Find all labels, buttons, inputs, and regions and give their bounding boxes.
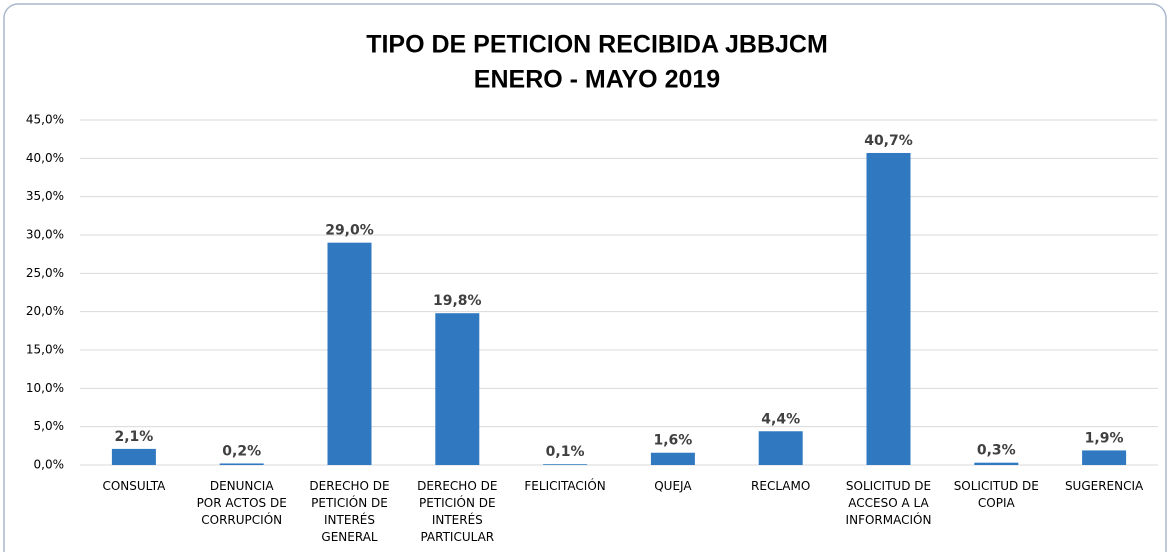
y-tick-label: 0,0% xyxy=(34,458,65,472)
x-tick-label-line: DERECHO DE xyxy=(309,479,389,493)
x-tick-label-line: CONSULTA xyxy=(102,479,166,493)
x-tick-label-line: QUEJA xyxy=(654,479,692,493)
chart-subtitle: ENERO - MAYO 2019 xyxy=(474,66,720,94)
x-tick-label-line: COPIA xyxy=(978,496,1016,510)
x-tick-label-line: ACCESO A LA xyxy=(848,496,929,510)
x-tick-label-line: RECLAMO xyxy=(751,479,810,493)
bar xyxy=(543,464,588,465)
y-tick-label: 5,0% xyxy=(34,419,65,433)
x-tick-label-line: GENERAL xyxy=(321,530,378,544)
data-label: 4,4% xyxy=(761,411,800,427)
y-tick-label: 35,0% xyxy=(26,189,64,203)
y-tick-label: 15,0% xyxy=(26,343,64,357)
x-tick-label: SOLICITUD DE COPIA xyxy=(954,479,1039,510)
x-tick-label-line: INTERÉS xyxy=(432,512,483,527)
x-tick-label: DERECHO DE PETICIÓN DE INTERÉS PARTICULAR xyxy=(417,479,497,544)
x-tick-label-line: DERECHO DE xyxy=(417,479,497,493)
x-tick-label: RECLAMO xyxy=(751,479,810,493)
data-label: 0,3% xyxy=(977,443,1016,459)
y-tick-label: 30,0% xyxy=(26,228,64,242)
x-tick-label-line: INFORMACIÓN xyxy=(846,512,932,527)
bar xyxy=(111,448,156,465)
data-label: 29,0% xyxy=(325,223,374,239)
data-label: 0,2% xyxy=(222,443,261,459)
bar xyxy=(327,242,372,465)
data-label: 40,7% xyxy=(864,133,913,149)
x-tick-label: CONSULTA xyxy=(102,479,166,493)
x-tick-label-line: PETICIÓN DE xyxy=(419,495,496,510)
data-label: 2,1% xyxy=(114,429,153,445)
bar xyxy=(974,462,1019,465)
x-tick-label-line: CORRUPCIÓN xyxy=(201,512,282,527)
bar xyxy=(219,463,264,465)
x-tick-label: DERECHO DE PETICIÓN DE INTERÉS GENERAL xyxy=(309,479,389,544)
data-label: 1,9% xyxy=(1085,430,1124,446)
x-tick-label-line: FELICITACIÓN xyxy=(524,478,605,493)
x-tick-label-line: POR ACTOS DE xyxy=(197,496,287,510)
data-label: 19,8% xyxy=(433,293,482,309)
data-label: 0,1% xyxy=(546,444,585,460)
bar xyxy=(758,431,803,465)
x-tick-label: SUGERENCIA xyxy=(1065,479,1144,493)
bar xyxy=(435,313,480,465)
y-tick-label: 10,0% xyxy=(26,381,64,395)
x-tick-label-line: SOLICITUD DE xyxy=(846,479,931,493)
x-tick-label-line: DENUNCIA xyxy=(210,479,274,493)
x-tick-label: FELICITACIÓN xyxy=(524,478,605,493)
x-tick-label-line: SUGERENCIA xyxy=(1065,479,1144,493)
y-tick-label: 45,0% xyxy=(26,113,64,127)
bar xyxy=(1082,450,1127,465)
data-label: 1,6% xyxy=(653,433,692,449)
x-tick-label-line: PARTICULAR xyxy=(420,530,494,544)
x-tick-label-line: INTERÉS xyxy=(324,512,375,527)
y-tick-label: 40,0% xyxy=(26,151,64,165)
x-tick-label: QUEJA xyxy=(654,479,692,493)
y-tick-label: 20,0% xyxy=(26,304,64,318)
x-tick-label-line: SOLICITUD DE xyxy=(954,479,1039,493)
chart-title: TIPO DE PETICION RECIBIDA JBBJCM xyxy=(366,31,828,59)
x-tick-label: DENUNCIA POR ACTOS DE CORRUPCIÓN xyxy=(197,479,287,527)
x-tick-label-line: PETICIÓN DE xyxy=(311,495,388,510)
x-tick-label: SOLICITUD DE ACCESO A LA INFORMACIÓN xyxy=(846,479,932,527)
bar xyxy=(650,452,695,465)
bar xyxy=(866,152,911,465)
y-tick-label: 25,0% xyxy=(26,266,64,280)
